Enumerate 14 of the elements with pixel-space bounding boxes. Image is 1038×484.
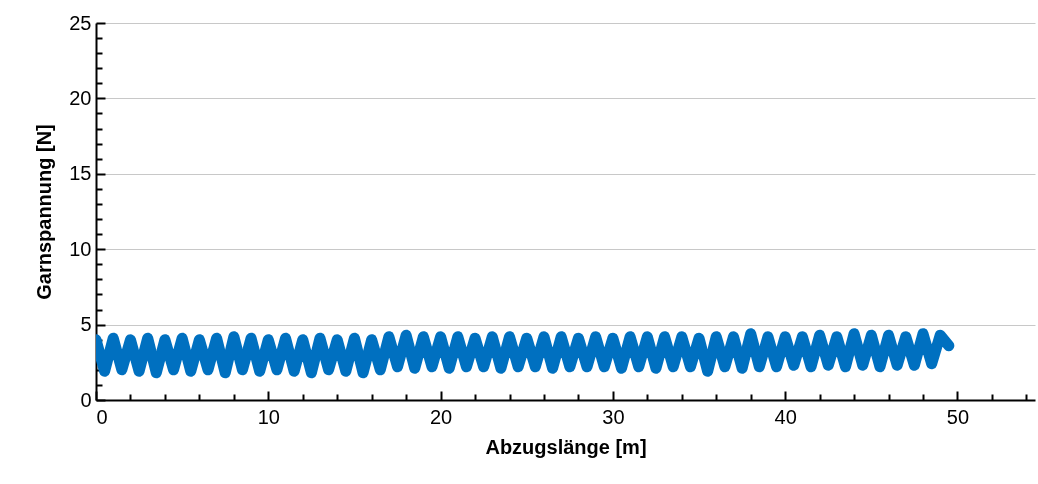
y-tick-label: 20 xyxy=(69,86,92,109)
y-tick-label: 0 xyxy=(80,388,92,411)
y-tick-label: 10 xyxy=(69,237,92,260)
x-tick-label: 0 xyxy=(96,405,108,428)
x-tick-label: 20 xyxy=(429,405,453,428)
x-tick-label: 40 xyxy=(774,405,797,428)
y-axis-title: Garnspannung [N] xyxy=(33,124,56,300)
x-tick-label: 30 xyxy=(602,405,625,428)
y-tick-label: 25 xyxy=(69,11,92,34)
x-axis-title: Abzugslänge [m] xyxy=(485,435,647,458)
y-tick-label: 5 xyxy=(80,313,92,336)
x-tick-label: 50 xyxy=(946,405,970,428)
x-tick-label: 10 xyxy=(257,405,280,428)
y-tick-label: 15 xyxy=(69,162,92,185)
